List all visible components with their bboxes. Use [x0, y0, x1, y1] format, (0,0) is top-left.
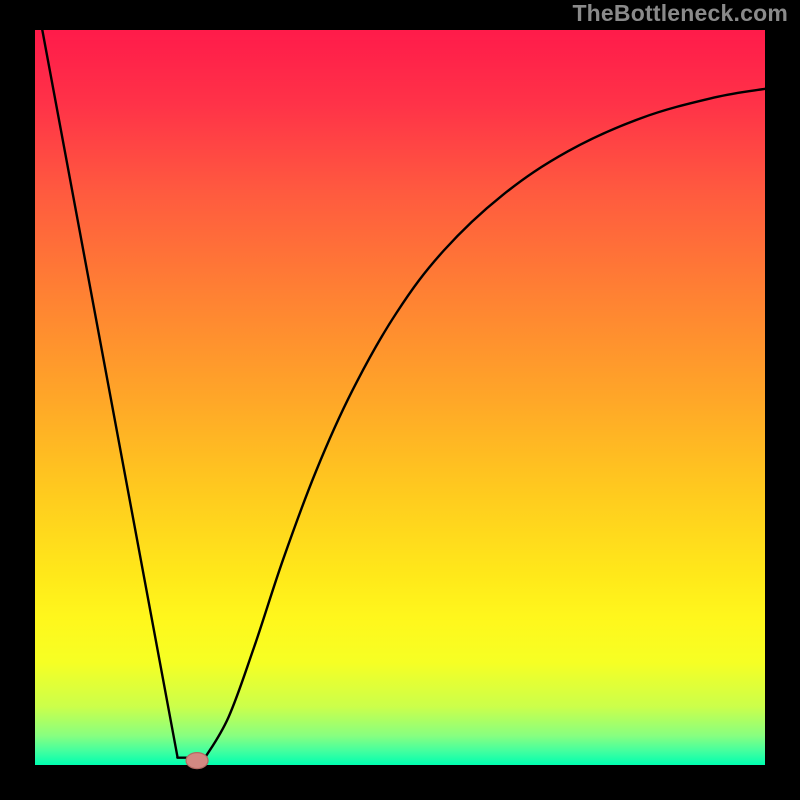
optimum-marker — [186, 753, 208, 769]
bottleneck-chart — [0, 0, 800, 800]
figure: { "figure": { "width": 800, "height": 80… — [0, 0, 800, 800]
plot-background — [35, 30, 765, 765]
watermark-text: TheBottleneck.com — [572, 0, 788, 27]
